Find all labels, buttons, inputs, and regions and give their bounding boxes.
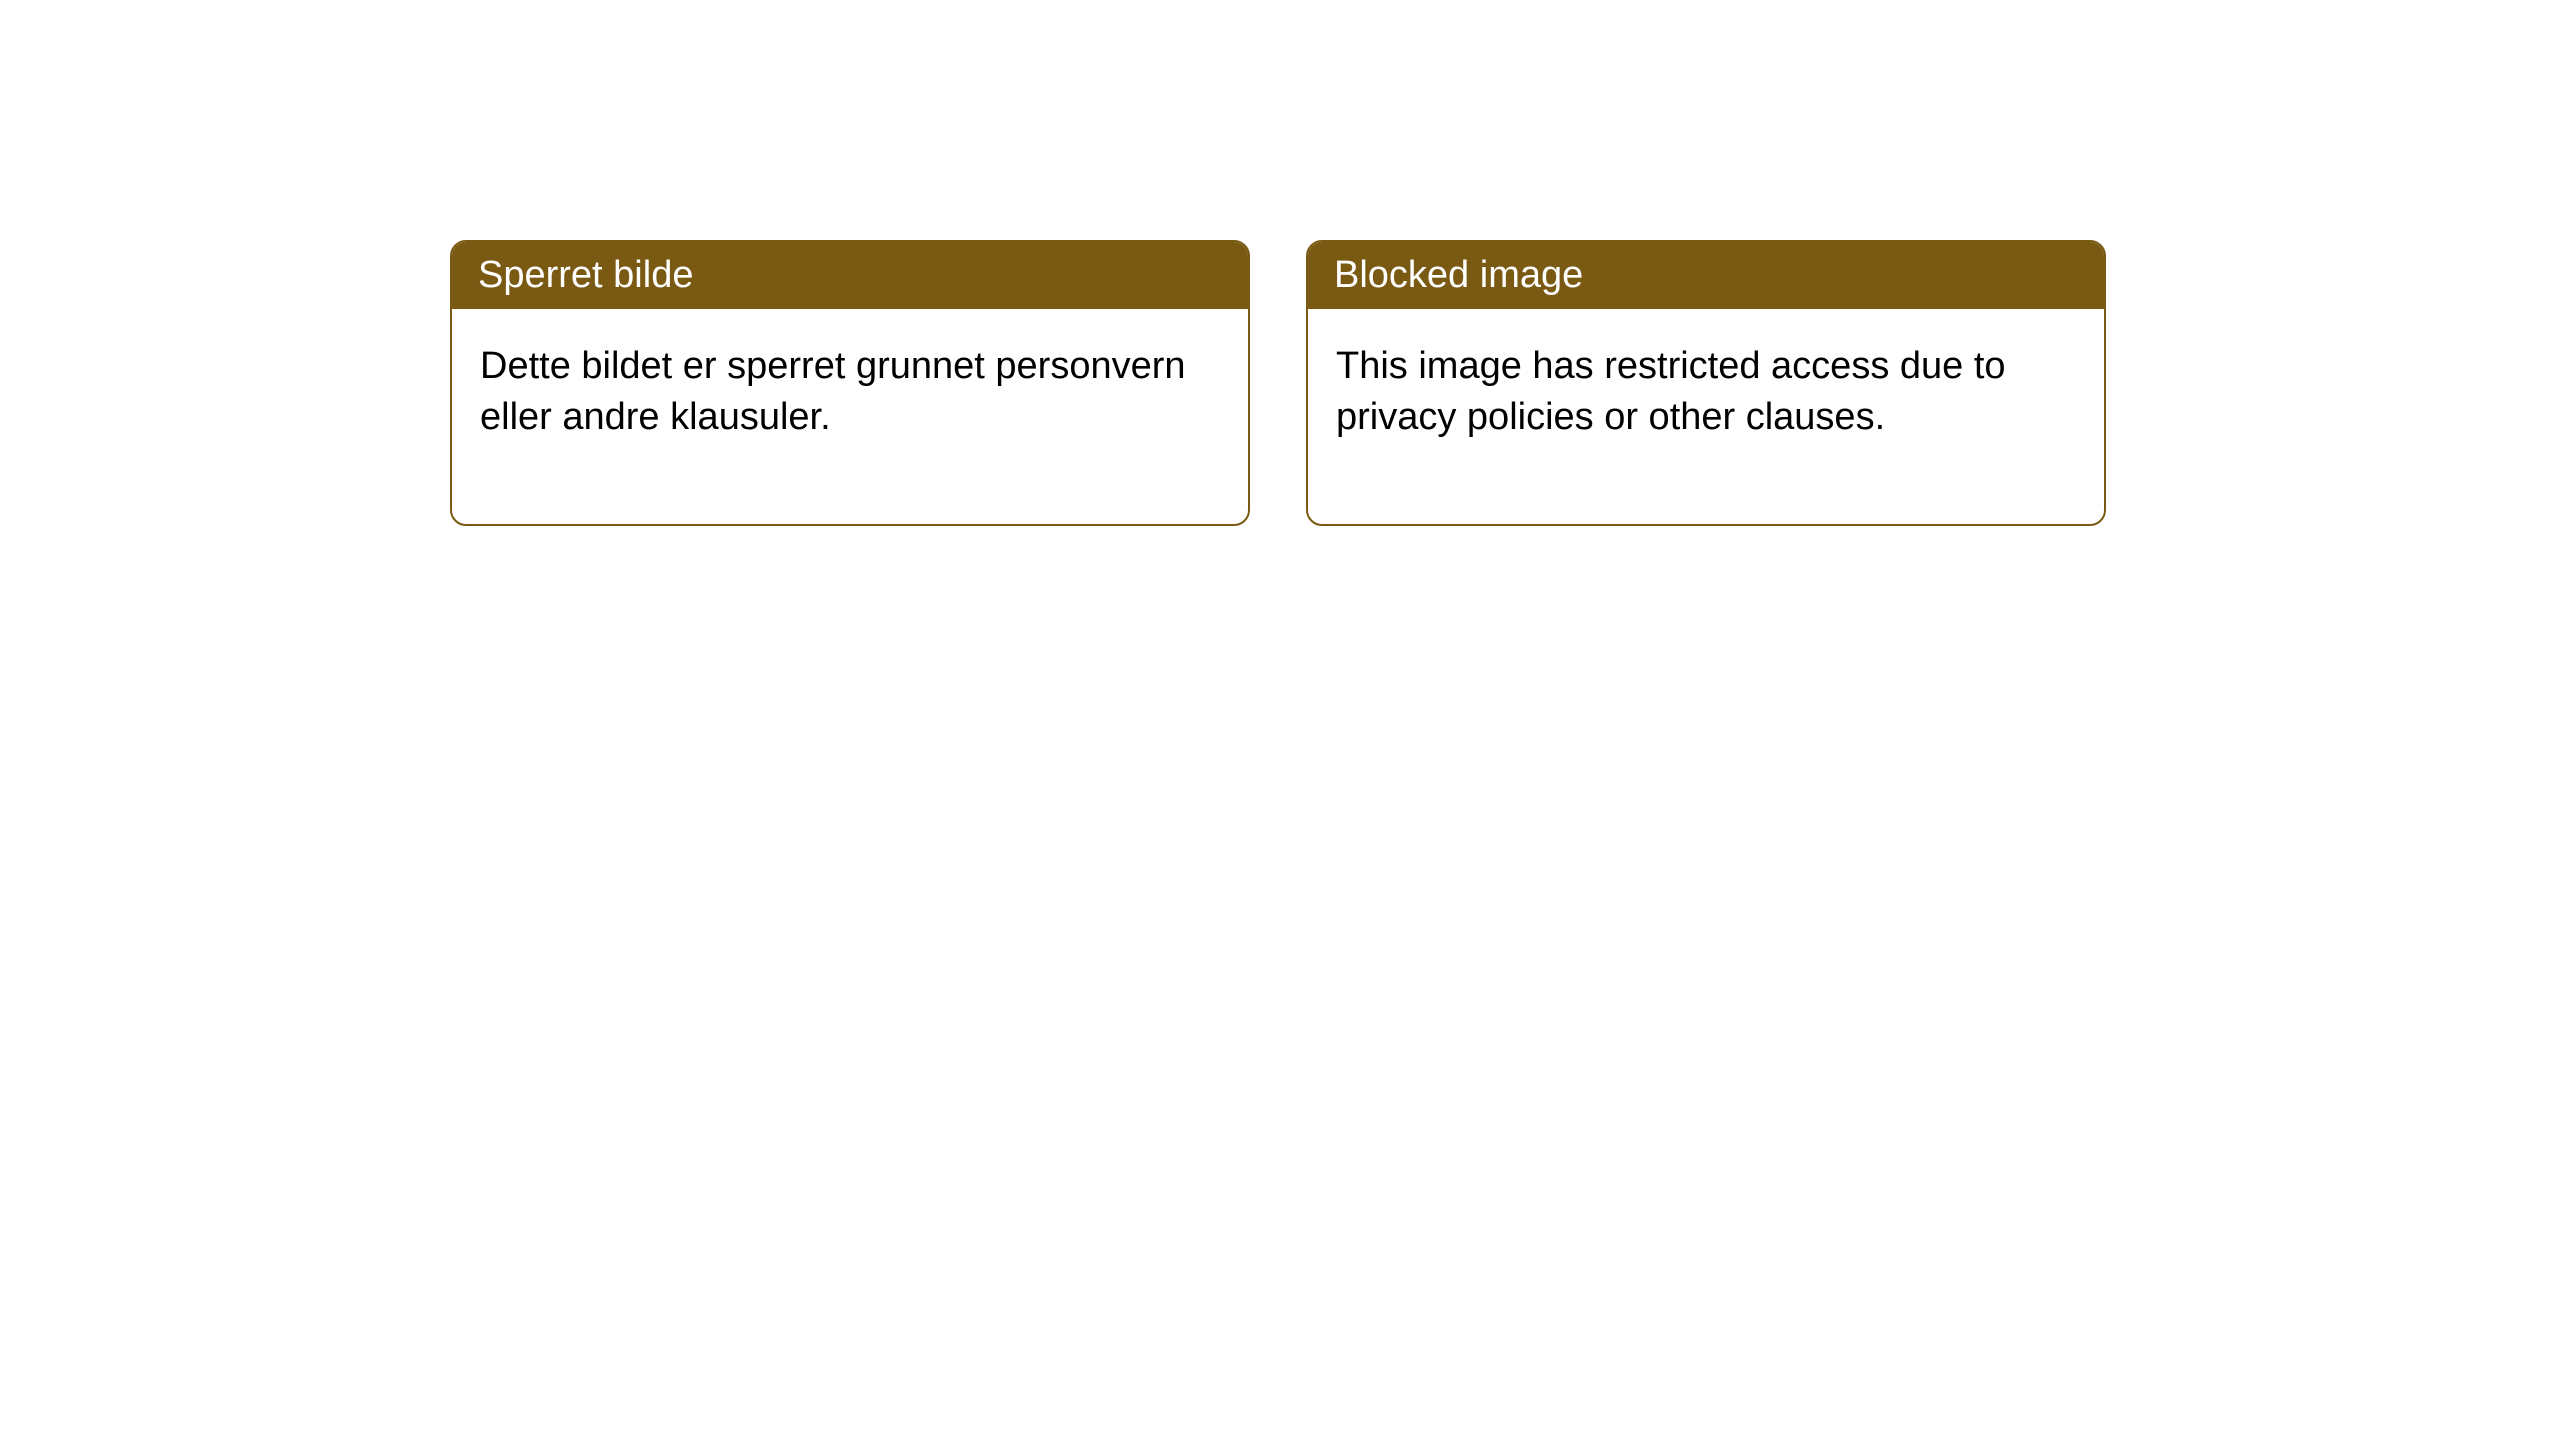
card-title: Blocked image [1334, 254, 1583, 296]
card-message: Dette bildet er sperret grunnet personve… [480, 345, 1186, 438]
card-header: Sperret bilde [452, 242, 1248, 309]
card-body: Dette bildet er sperret grunnet personve… [452, 309, 1248, 524]
blocked-image-card-en: Blocked image This image has restricted … [1306, 240, 2106, 526]
blocked-image-card-no: Sperret bilde Dette bildet er sperret gr… [450, 240, 1250, 526]
card-body: This image has restricted access due to … [1308, 309, 2104, 524]
card-header: Blocked image [1308, 242, 2104, 309]
card-message: This image has restricted access due to … [1336, 345, 2006, 438]
notice-container: Sperret bilde Dette bildet er sperret gr… [0, 0, 2560, 526]
card-title: Sperret bilde [478, 254, 693, 296]
